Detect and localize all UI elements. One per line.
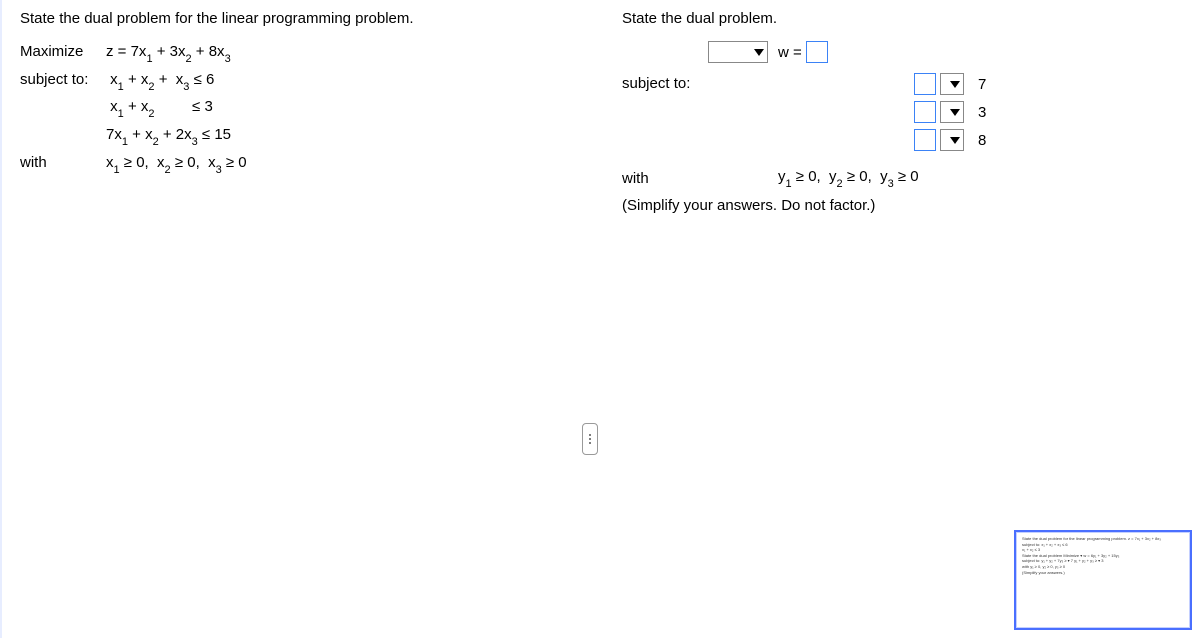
row-label: subject to: xyxy=(20,67,106,95)
chevron-down-icon xyxy=(950,81,960,88)
with-label: with xyxy=(622,170,708,187)
inequality-select[interactable] xyxy=(940,101,964,123)
constraint-rhs: 8 xyxy=(978,132,988,149)
row-label xyxy=(20,122,106,150)
constraint-rhs: 3 xyxy=(978,104,988,121)
objective-row: w = xyxy=(622,39,1180,65)
constraints-block: subject to: 7 3 8 xyxy=(622,71,1180,155)
simplify-note: (Simplify your answers. Do not factor.) xyxy=(622,197,1180,214)
inequality-select[interactable] xyxy=(940,129,964,151)
chevron-down-icon xyxy=(950,137,960,144)
constraints-list: 7 3 8 xyxy=(708,71,988,155)
problem-block: Maximize z = 7x1 + 3x2 + 8x3 subject to:… xyxy=(20,39,578,177)
constraint-lhs-input[interactable] xyxy=(914,129,936,151)
problem-row: Maximize z = 7x1 + 3x2 + 8x3 xyxy=(20,39,578,67)
chevron-down-icon xyxy=(950,109,960,116)
constraint-rhs: 7 xyxy=(978,76,988,93)
row-expr: x1 + x2 ≤ 3 xyxy=(106,94,213,122)
row-expr: x1 ≥ 0, x2 ≥ 0, x3 ≥ 0 xyxy=(106,150,247,178)
dot-icon xyxy=(589,442,591,444)
with-expr: y1 ≥ 0, y2 ≥ 0, y3 ≥ 0 xyxy=(708,168,1180,188)
left-accent-bar xyxy=(0,0,2,638)
row-expr: 7x1 + x2 + 2x3 ≤ 15 xyxy=(106,122,231,150)
w-equals-label: w = xyxy=(778,44,802,61)
problem-row: subject to: x1 + x2 + x3 ≤ 6 xyxy=(20,67,578,95)
constraint-row: 8 xyxy=(708,127,988,153)
row-label xyxy=(20,94,106,122)
column-divider xyxy=(578,10,602,628)
thumb-line: (Simplify your answers.) xyxy=(1022,570,1184,576)
subject-to-label: subject to: xyxy=(622,71,708,155)
problem-row: 7x1 + x2 + 2x3 ≤ 15 xyxy=(20,122,578,150)
with-row: with y1 ≥ 0, y2 ≥ 0, y3 ≥ 0 xyxy=(622,165,1180,191)
constraint-lhs-input[interactable] xyxy=(914,101,936,123)
problem-row: with x1 ≥ 0, x2 ≥ 0, x3 ≥ 0 xyxy=(20,150,578,178)
row-expr: z = 7x1 + 3x2 + 8x3 xyxy=(106,39,231,67)
constraint-row: 3 xyxy=(708,99,988,125)
row-label: Maximize xyxy=(20,39,106,67)
constraint-row: 7 xyxy=(708,71,988,97)
problem-row: x1 + x2 ≤ 3 xyxy=(20,94,578,122)
thumb-line: State the dual problem for the linear pr… xyxy=(1022,536,1184,542)
minmax-select[interactable] xyxy=(708,41,768,63)
dot-icon xyxy=(589,438,591,440)
preview-thumbnail[interactable]: State the dual problem for the linear pr… xyxy=(1014,530,1192,630)
problem-heading: State the dual problem for the linear pr… xyxy=(20,10,578,27)
row-expr: x1 + x2 + x3 ≤ 6 xyxy=(106,67,214,95)
chevron-down-icon xyxy=(754,49,764,56)
row-label: with xyxy=(20,150,106,178)
w-expression-input[interactable] xyxy=(806,41,828,63)
constraint-lhs-input[interactable] xyxy=(914,73,936,95)
dot-icon xyxy=(589,434,591,436)
answer-heading: State the dual problem. xyxy=(622,10,1180,27)
expand-handle[interactable] xyxy=(582,423,598,455)
inequality-select[interactable] xyxy=(940,73,964,95)
problem-column: State the dual problem for the linear pr… xyxy=(20,10,578,628)
